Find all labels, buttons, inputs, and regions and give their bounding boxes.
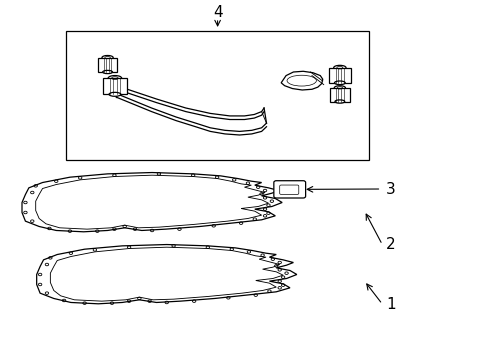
- Ellipse shape: [334, 81, 345, 85]
- Bar: [66, 31, 368, 160]
- Ellipse shape: [102, 71, 112, 74]
- Ellipse shape: [333, 66, 346, 70]
- Text: 3: 3: [386, 181, 395, 197]
- Polygon shape: [281, 71, 322, 90]
- Bar: [328, 68, 350, 83]
- Bar: [329, 88, 349, 102]
- Bar: [98, 58, 117, 72]
- FancyBboxPatch shape: [273, 181, 305, 198]
- Ellipse shape: [102, 55, 113, 60]
- Ellipse shape: [334, 100, 344, 103]
- Text: 2: 2: [386, 237, 395, 252]
- Ellipse shape: [334, 86, 345, 90]
- Bar: [103, 78, 126, 94]
- Text: 4: 4: [212, 5, 222, 21]
- Ellipse shape: [109, 92, 121, 96]
- Text: 1: 1: [386, 297, 395, 312]
- Ellipse shape: [108, 76, 122, 81]
